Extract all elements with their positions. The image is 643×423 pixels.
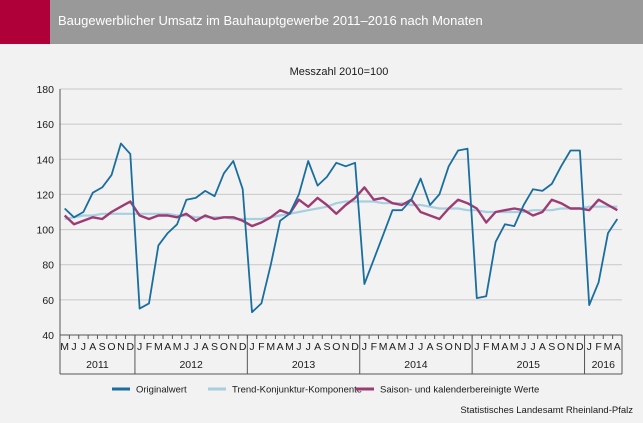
x-tick-label: F [595, 341, 601, 353]
x-tick-label: F [371, 341, 377, 353]
x-tick-label: O [220, 341, 228, 353]
x-tick-label: J [249, 341, 254, 353]
x-tick-label: A [389, 341, 396, 353]
x-tick-label: J [184, 341, 189, 353]
line-chart: Messzahl 2010=100 406080100120140160180 … [36, 66, 623, 396]
x-tick-label: D [239, 341, 247, 353]
x-tick-label: S [99, 341, 106, 353]
y-tick-label: 160 [36, 119, 54, 131]
x-tick-label: J [521, 341, 526, 353]
x-tick-label: D [351, 341, 359, 353]
year-label: 2012 [179, 359, 203, 371]
x-tick-label: N [229, 341, 237, 353]
x-tick-label: A [426, 341, 433, 353]
x-tick-label: M [491, 341, 500, 353]
x-tick-label: F [483, 341, 489, 353]
chart-title: Baugewerblicher Umsatz im Bauhauptgewerb… [58, 13, 483, 28]
x-tick-label: M [173, 341, 182, 353]
x-tick-label: J [530, 341, 535, 353]
x-tick-label: N [567, 341, 575, 353]
x-tick-label: O [107, 341, 115, 353]
x-tick-label: J [587, 341, 592, 353]
y-tick-label: 100 [36, 225, 54, 237]
x-tick-label: N [342, 341, 350, 353]
legend-label: Trend-Konjunktur-Komponente [232, 385, 362, 396]
year-label: 2015 [517, 359, 541, 371]
x-tick-label: J [418, 341, 423, 353]
year-label: 2011 [86, 359, 109, 371]
x-tick-label: F [146, 341, 152, 353]
x-tick-label: A [314, 341, 321, 353]
x-tick-label: A [539, 341, 546, 353]
x-tick-label: A [164, 341, 171, 353]
x-tick-label: J [193, 341, 198, 353]
year-label: 2013 [292, 359, 316, 371]
x-tick-label: J [409, 341, 414, 353]
gridlines [60, 88, 622, 336]
x-tick-label: J [81, 341, 86, 353]
x-tick-label: M [398, 341, 407, 353]
x-tick-label: N [454, 341, 462, 353]
source-note: Statistisches Landesamt Rheinland-Pfalz [460, 405, 633, 416]
x-tick-label: J [296, 341, 301, 353]
chart-subtitle: Messzahl 2010=100 [290, 66, 389, 78]
x-tick-label: J [362, 341, 367, 353]
x-tick-label: J [306, 341, 311, 353]
x-tick-label: F [258, 341, 264, 353]
x-tick-label: O [557, 341, 565, 353]
x-tick-label: M [604, 341, 613, 353]
x-tick-label: A [277, 341, 284, 353]
x-tick-label: D [576, 341, 584, 353]
x-tick-label: S [436, 341, 443, 353]
x-tick-label: M [285, 341, 294, 353]
legend: Originalwert Trend-Konjunktur-Komponente S… [112, 385, 539, 396]
legend-label: Saison- und kalenderbereinigte Werte [380, 385, 539, 396]
x-tick-label: M [379, 341, 388, 353]
legend-label: Originalwert [136, 385, 187, 396]
x-tick-label: A [501, 341, 508, 353]
series-lines [63, 142, 619, 314]
x-tick-label: N [117, 341, 125, 353]
y-tick-label: 60 [42, 295, 54, 307]
x-tick-label: M [266, 341, 275, 353]
header-accent [0, 0, 50, 44]
x-tick-label: D [126, 341, 134, 353]
y-tick-label: 180 [36, 84, 54, 96]
x-tick-label: A [89, 341, 96, 353]
x-tick-label: A [202, 341, 209, 353]
y-tick-label: 120 [36, 189, 54, 201]
y-tick-label: 140 [36, 154, 54, 166]
x-tick-label: S [323, 341, 330, 353]
series-line-2 [63, 186, 618, 228]
x-tick-label: D [464, 341, 472, 353]
x-tick-label: O [332, 341, 340, 353]
year-label: 2014 [404, 359, 428, 371]
series-line-0 [64, 142, 619, 314]
y-tick-label: 40 [42, 330, 54, 342]
x-tick-label: M [60, 341, 69, 353]
x-tick-label: M [510, 341, 519, 353]
x-tick-label: O [445, 341, 453, 353]
x-tick-label: S [548, 341, 555, 353]
x-tick-label: S [211, 341, 218, 353]
x-tick-label: M [154, 341, 163, 353]
y-tick-label: 80 [42, 260, 54, 272]
y-axis: 40 60 80 100 120 140 160 180 [36, 84, 61, 342]
x-tick-label: J [71, 341, 76, 353]
header-bar [0, 0, 643, 44]
x-tick-label: A [614, 341, 621, 353]
year-label: 2016 [592, 359, 616, 371]
x-tick-label: J [474, 341, 479, 353]
x-tick-label: J [137, 341, 142, 353]
